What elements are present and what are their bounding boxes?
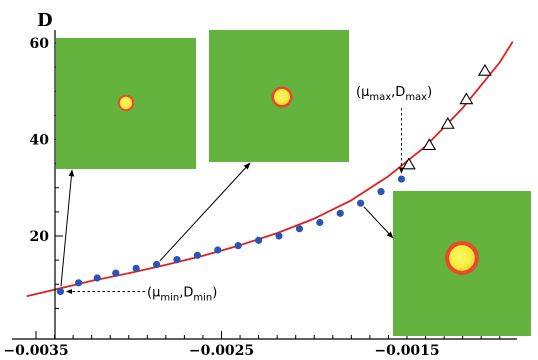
bubble-icon bbox=[271, 86, 293, 108]
data-point-circle bbox=[234, 242, 242, 250]
data-point-circle bbox=[377, 188, 385, 196]
data-point-circle bbox=[112, 269, 120, 277]
x-tick-label: −0.0015 bbox=[374, 343, 439, 359]
data-point-triangle bbox=[459, 92, 474, 105]
data-point-triangle bbox=[401, 157, 416, 170]
data-point-circle bbox=[173, 256, 181, 264]
arrow-to-inset-1 bbox=[60, 169, 75, 287]
points-layer bbox=[56, 63, 492, 296]
bubble-icon bbox=[117, 94, 135, 112]
data-point-circle bbox=[255, 236, 263, 244]
x-tick-label: −0.0035 bbox=[3, 343, 68, 359]
data-point-circle bbox=[193, 251, 201, 259]
y-axis-title: D bbox=[37, 10, 53, 31]
data-point-circle bbox=[316, 218, 324, 227]
data-point-circle bbox=[75, 279, 83, 287]
arrow-to-inset-2 bbox=[159, 162, 251, 262]
inset-2 bbox=[209, 30, 349, 162]
data-point-circle bbox=[397, 175, 406, 183]
y-tick-label: 40 bbox=[30, 133, 50, 149]
data-point-circle bbox=[214, 246, 222, 254]
max-annotation-label: (μmax,Dmax) bbox=[356, 85, 432, 103]
bubble-icon bbox=[445, 241, 479, 275]
data-point-circle bbox=[336, 209, 344, 217]
data-point-circle bbox=[295, 225, 304, 233]
insets-layer bbox=[56, 30, 531, 336]
x-tick-label: −0.0025 bbox=[189, 343, 254, 359]
data-point-triangle bbox=[440, 116, 455, 129]
data-point-circle bbox=[152, 260, 161, 269]
data-point-circle bbox=[132, 264, 140, 272]
data-point-circle bbox=[93, 274, 101, 282]
data-point-circle bbox=[357, 199, 365, 207]
data-point-triangle bbox=[422, 138, 437, 151]
min-annotation-label: (μmin,Dmin) bbox=[147, 285, 217, 303]
ticks-layer: −0.0035 −0.0025 −0.0015 20 40 60 bbox=[3, 36, 501, 359]
y-tick-label: 20 bbox=[30, 229, 50, 245]
data-point-circle bbox=[56, 287, 65, 296]
y-tick-label: 60 bbox=[30, 36, 50, 52]
inset-3 bbox=[393, 191, 531, 336]
inset-1 bbox=[56, 38, 196, 169]
annotations-layer: (μmin,Dmin) (μmax,Dmax) bbox=[60, 85, 432, 303]
data-point-circle bbox=[275, 232, 283, 240]
arrow-to-inset-3 bbox=[363, 206, 394, 239]
data-point-triangle bbox=[477, 63, 492, 76]
